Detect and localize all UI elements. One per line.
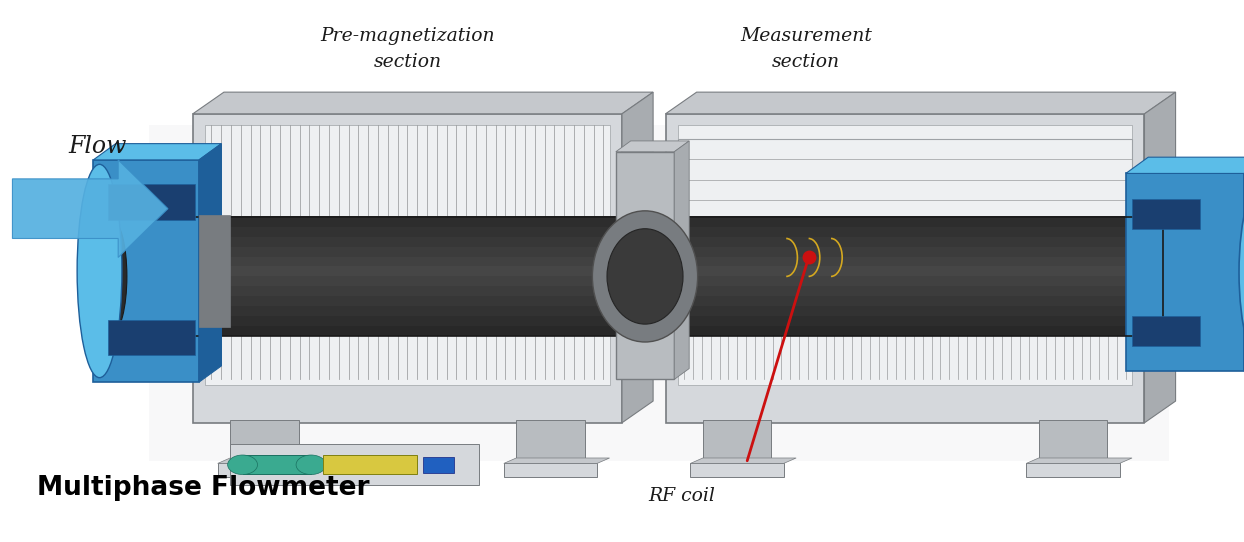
Polygon shape [218, 458, 323, 463]
Bar [1026, 463, 1120, 477]
Text: Multiphase Flowmeter: Multiphase Flowmeter [37, 475, 369, 501]
Bar [1132, 316, 1200, 346]
Text: RF coil: RF coil [648, 487, 715, 505]
Bar [108, 320, 195, 356]
Ellipse shape [1239, 173, 1244, 371]
Bar [678, 254, 1132, 266]
Bar [678, 229, 1132, 249]
Bar [193, 114, 622, 423]
Polygon shape [199, 144, 221, 382]
Bar [666, 114, 1144, 423]
Bar [112, 217, 1163, 336]
Polygon shape [1126, 157, 1244, 173]
Bar [112, 275, 1163, 286]
Bar [112, 225, 1163, 237]
Bar [218, 463, 311, 477]
Polygon shape [93, 144, 221, 160]
Bar [230, 444, 479, 485]
Bar [199, 216, 230, 326]
Ellipse shape [77, 164, 122, 378]
Bar [678, 139, 1132, 262]
Polygon shape [674, 141, 689, 379]
Bar [516, 420, 585, 466]
Bar [379, 239, 491, 253]
Bar [112, 236, 1163, 247]
Bar [678, 217, 1132, 230]
Bar [1039, 420, 1107, 466]
Bar [1126, 173, 1244, 371]
Bar [243, 455, 311, 474]
Ellipse shape [97, 220, 127, 333]
Bar [323, 455, 417, 474]
Bar [690, 463, 784, 477]
Bar [112, 246, 1163, 256]
Polygon shape [690, 458, 796, 463]
Bar [703, 420, 771, 466]
Bar [112, 255, 1163, 267]
Bar [149, 125, 1169, 461]
Text: Measurement
section: Measurement section [740, 27, 872, 71]
Bar [616, 152, 674, 379]
Bar [112, 266, 1163, 276]
Bar [112, 285, 1163, 296]
Polygon shape [12, 160, 168, 257]
Bar [112, 295, 1163, 306]
Polygon shape [1144, 92, 1176, 423]
Bar [423, 457, 454, 473]
Polygon shape [666, 92, 1176, 114]
Text: Pre-magnetization
section: Pre-magnetization section [321, 27, 495, 71]
Bar [1132, 199, 1200, 229]
Bar [108, 184, 195, 220]
Bar [112, 315, 1163, 326]
Polygon shape [616, 141, 689, 152]
Ellipse shape [228, 455, 258, 475]
Polygon shape [193, 92, 653, 114]
Bar [112, 325, 1163, 336]
Bar [112, 216, 1163, 227]
Ellipse shape [296, 455, 326, 475]
Ellipse shape [607, 229, 683, 324]
Polygon shape [622, 92, 653, 423]
Bar [504, 463, 597, 477]
Text: Flow: Flow [68, 135, 127, 158]
Bar [292, 248, 442, 264]
Bar [205, 125, 610, 385]
Polygon shape [504, 458, 610, 463]
Bar [112, 305, 1163, 316]
Polygon shape [1026, 458, 1132, 463]
Ellipse shape [592, 211, 698, 342]
Bar [230, 420, 299, 466]
Bar [678, 125, 1132, 385]
Bar [93, 160, 199, 382]
